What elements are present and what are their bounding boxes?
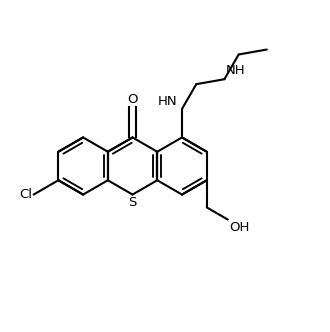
Text: OH: OH <box>229 220 250 233</box>
Text: NH: NH <box>226 64 246 77</box>
Text: HN: HN <box>157 95 177 108</box>
Text: Cl: Cl <box>19 188 32 201</box>
Text: S: S <box>128 196 137 209</box>
Text: O: O <box>127 93 138 106</box>
